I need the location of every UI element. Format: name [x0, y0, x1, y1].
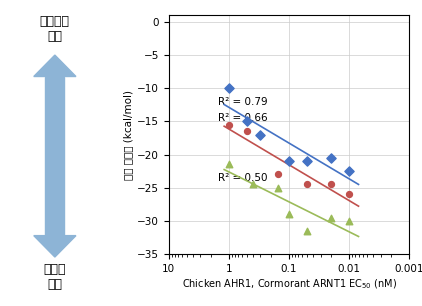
Text: R² = 0.50: R² = 0.50	[218, 173, 268, 183]
Bar	[46, 76, 65, 236]
Point	[226, 86, 233, 91]
Point	[257, 132, 264, 137]
Text: 불안정한
결합: 불안정한 결합	[40, 15, 70, 43]
Point	[328, 155, 335, 160]
Point	[346, 218, 353, 223]
Point	[249, 182, 256, 187]
Point	[304, 182, 311, 187]
Point	[226, 122, 233, 127]
Point	[286, 159, 292, 164]
Point	[243, 129, 250, 134]
Point	[328, 182, 335, 187]
Point	[346, 192, 353, 197]
Point	[286, 212, 292, 217]
Point	[304, 159, 311, 164]
Point	[328, 215, 335, 220]
Polygon shape	[34, 236, 76, 257]
Text: 안정한
결합: 안정한 결합	[43, 263, 66, 291]
Point	[275, 185, 282, 190]
Y-axis label: 결합 에너지 (kcal/mol): 결합 에너지 (kcal/mol)	[123, 90, 133, 180]
Text: R² = 0.79: R² = 0.79	[218, 97, 268, 107]
Point	[346, 169, 353, 174]
Point	[243, 119, 250, 124]
Point	[304, 228, 311, 233]
X-axis label: Chicken AHR1, Cormorant ARNT1 EC$_{50}$ (nM): Chicken AHR1, Cormorant ARNT1 EC$_{50}$ …	[181, 278, 397, 292]
Polygon shape	[34, 55, 76, 76]
Text: R² = 0.66: R² = 0.66	[218, 114, 268, 123]
Point	[226, 162, 233, 167]
Point	[275, 172, 282, 177]
